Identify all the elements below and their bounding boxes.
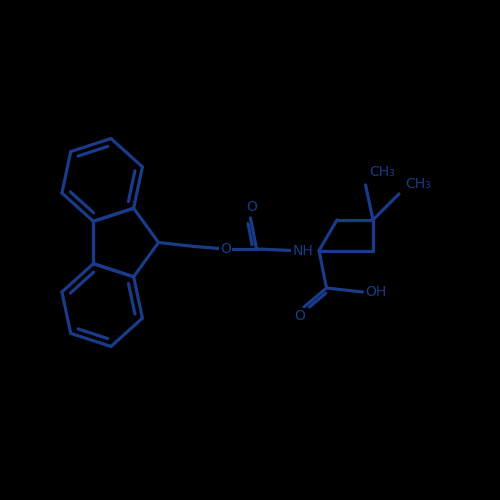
Text: CH₃: CH₃: [370, 166, 395, 179]
Text: NH: NH: [292, 244, 313, 258]
Text: CH₃: CH₃: [405, 177, 431, 191]
Text: OH: OH: [365, 285, 386, 299]
Text: O: O: [246, 200, 257, 214]
Text: O: O: [220, 242, 231, 256]
Text: O: O: [294, 309, 306, 323]
